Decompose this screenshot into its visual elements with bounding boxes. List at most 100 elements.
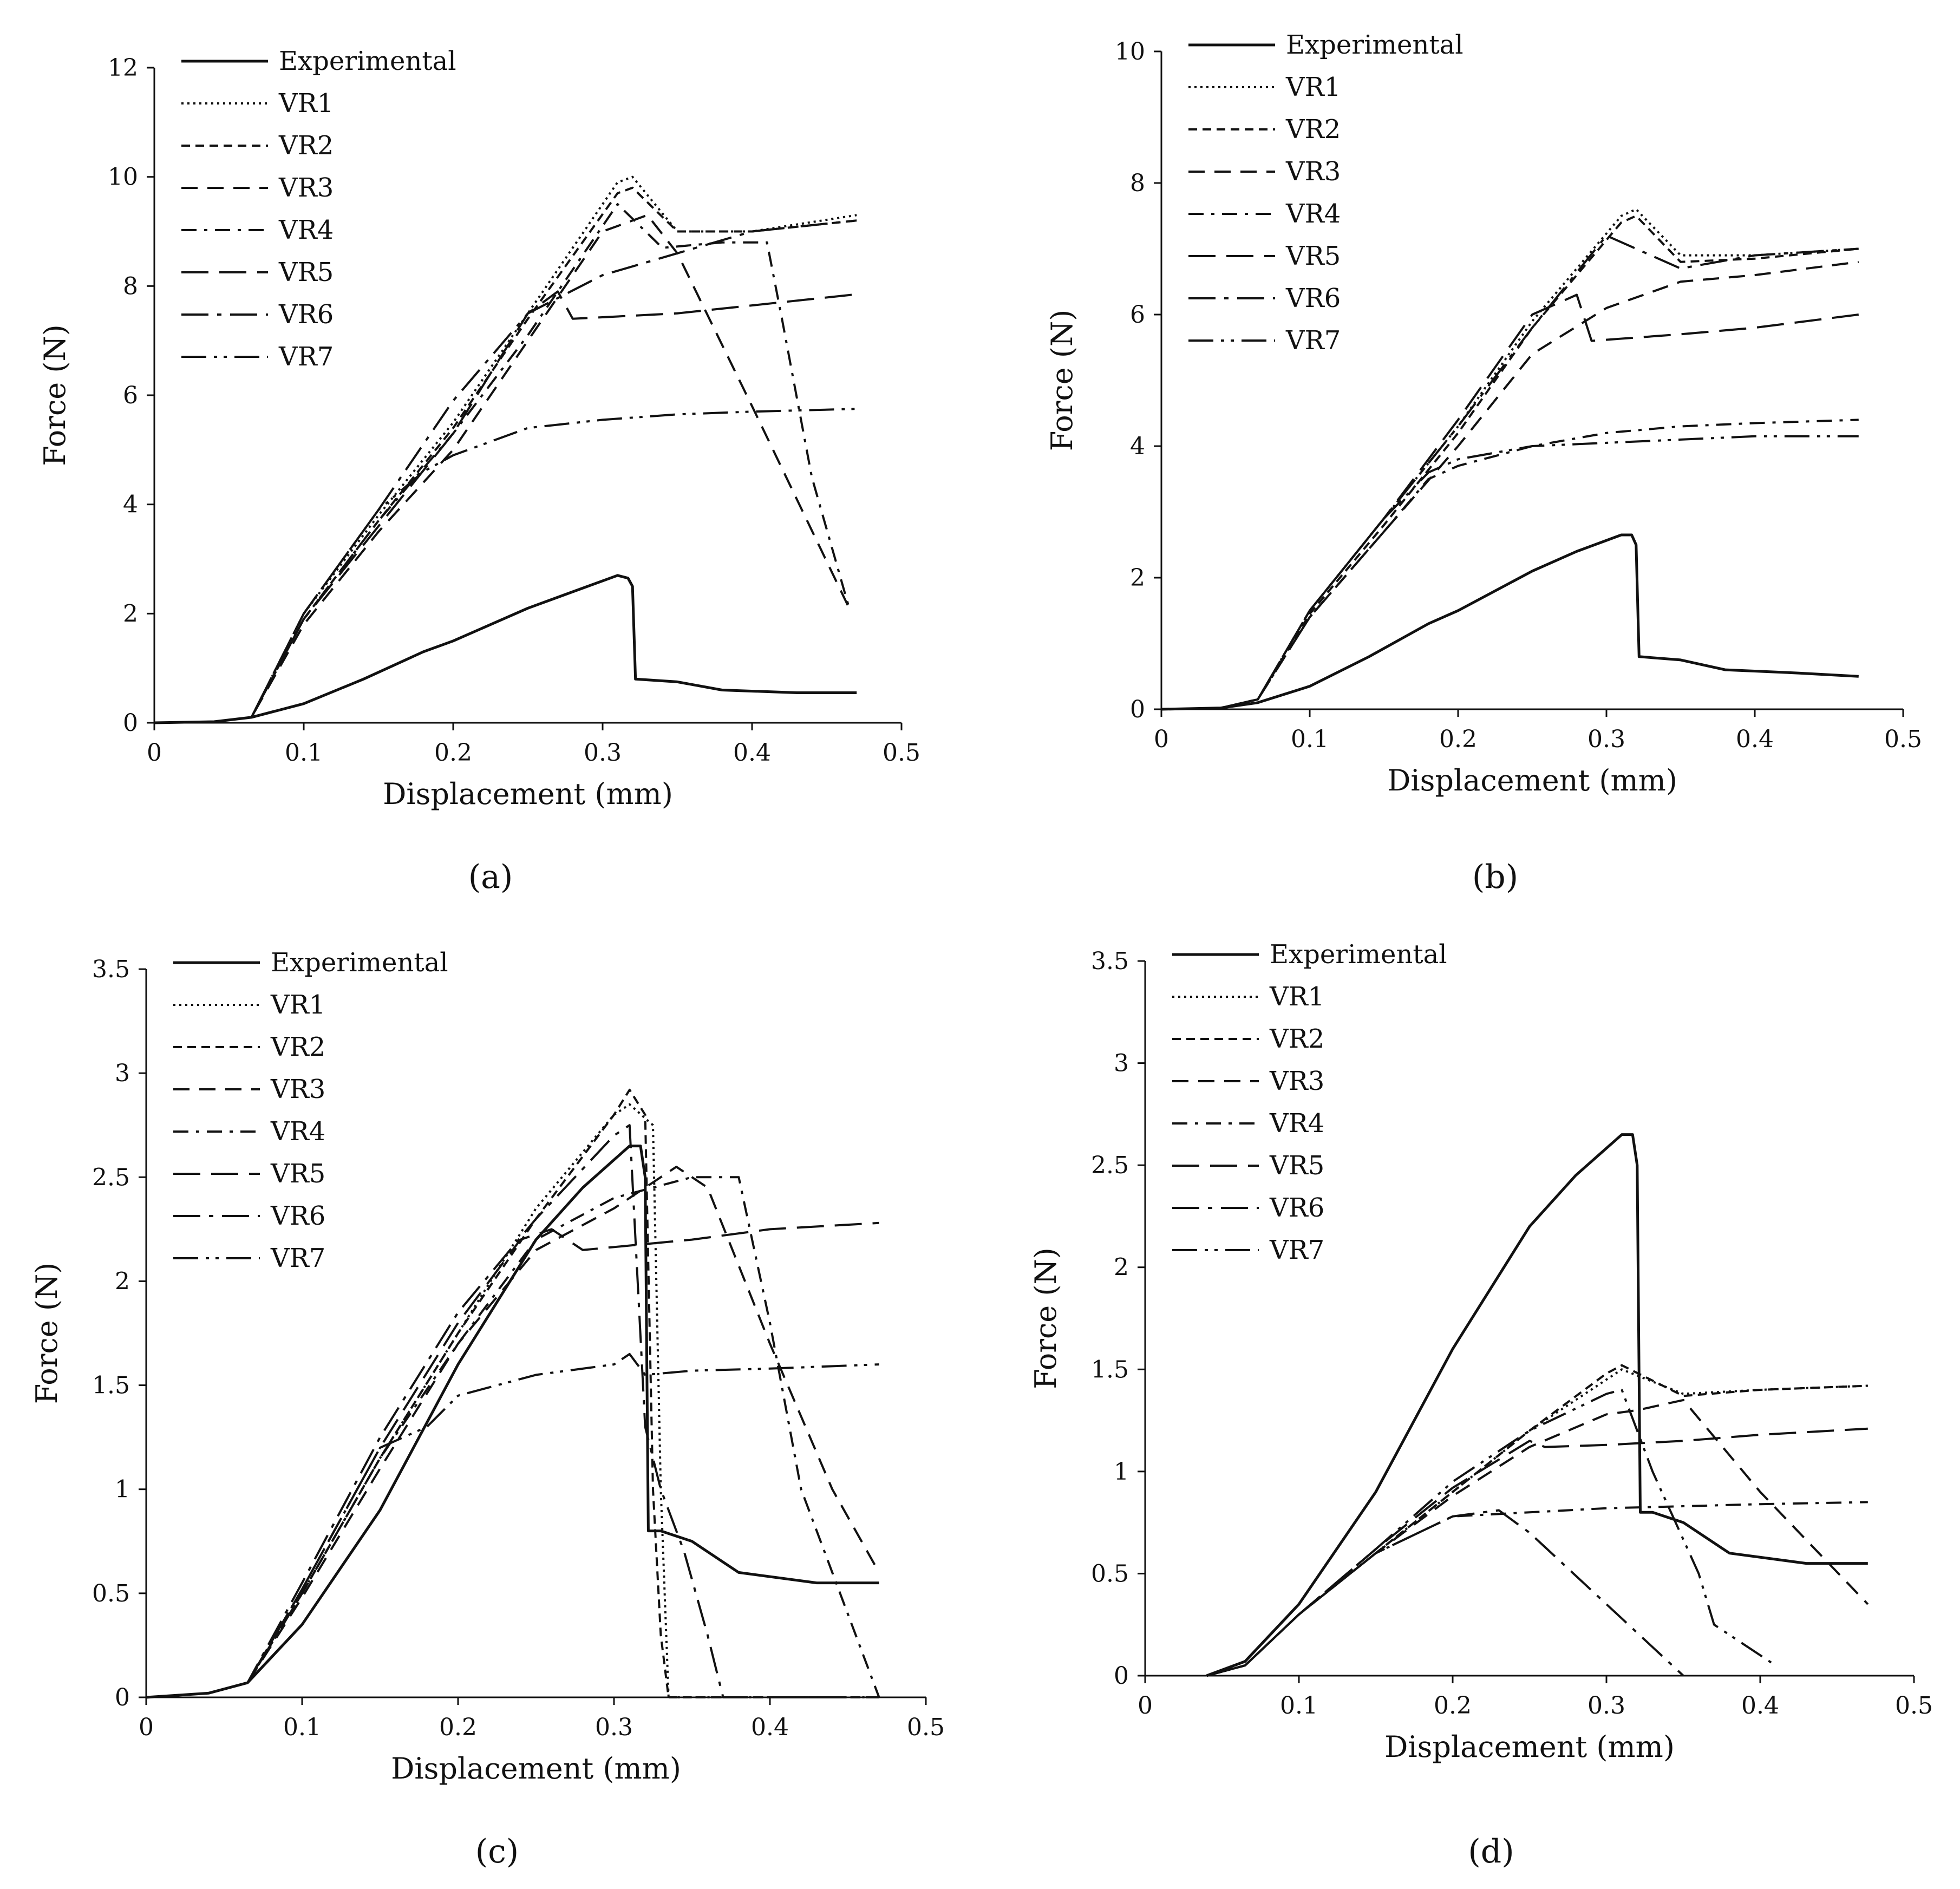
chart-panel: 0 0.1 0.2 0.3 0.4 0.5 0 2 4 6 8 10 Displacement (mm)… bbox=[1045, 30, 1922, 896]
series-line-vr4 bbox=[154, 203, 851, 724]
x-tick-label: 0.3 bbox=[595, 1714, 633, 1741]
y-tick-label: 1.5 bbox=[92, 1372, 130, 1400]
series-line-vr5 bbox=[1161, 293, 1859, 710]
y-axis-title: Force (N) bbox=[30, 1263, 64, 1404]
legend-label: VR3 bbox=[1269, 1066, 1324, 1096]
series-line-vr1 bbox=[146, 1103, 879, 1698]
legend-label: Experimental bbox=[1270, 939, 1447, 970]
chart-panel: 0 0.1 0.2 0.3 0.4 0.5 0 0.5 1 1.5 2 2.5 3 3.5 Displace… bbox=[1029, 939, 1933, 1871]
chart-panel: 0 0.1 0.2 0.3 0.4 0.5 0 2 4 6 8 10 12 Displacement (m… bbox=[38, 46, 920, 896]
y-tick-label: 3 bbox=[115, 1060, 130, 1087]
y-tick-label: 2 bbox=[1130, 564, 1145, 592]
x-tick-label: 0.1 bbox=[283, 1714, 321, 1741]
y-tick-label: 6 bbox=[123, 382, 138, 409]
legend-label: VR2 bbox=[1269, 1024, 1324, 1054]
legend-label: VR2 bbox=[1285, 114, 1341, 145]
series-line-vr3 bbox=[1161, 260, 1859, 710]
x-tick-label: 0.5 bbox=[907, 1714, 945, 1741]
series-line-experimental bbox=[1206, 1133, 1868, 1677]
legend-label: Experimental bbox=[279, 46, 456, 76]
series-line-experimental bbox=[154, 574, 857, 724]
chart-panel: 0 0.1 0.2 0.3 0.4 0.5 0 0.5 1 1.5 2 2.5 3 3.5 Displace… bbox=[30, 947, 945, 1871]
legend-label: VR3 bbox=[278, 173, 334, 203]
x-tick-label: 0.1 bbox=[1291, 725, 1329, 753]
y-tick-label: 0 bbox=[115, 1684, 130, 1711]
x-tick-label: 0 bbox=[139, 1714, 154, 1741]
series-line-vr2 bbox=[154, 186, 857, 724]
x-tick-label: 0.5 bbox=[1895, 1692, 1933, 1720]
y-tick-label: 1 bbox=[1114, 1458, 1129, 1486]
series-line-vr7 bbox=[154, 408, 857, 724]
x-tick-label: 0.2 bbox=[1439, 725, 1477, 753]
x-tick-label: 0.4 bbox=[1741, 1692, 1779, 1720]
y-tick-label: 12 bbox=[108, 54, 138, 82]
x-tick-label: 0.5 bbox=[1884, 725, 1922, 753]
y-tick-label: 0.5 bbox=[1091, 1560, 1129, 1587]
y-tick-label: 4 bbox=[123, 491, 138, 519]
series-line-vr1 bbox=[1206, 1368, 1868, 1677]
y-tick-label: 2.5 bbox=[1091, 1152, 1129, 1179]
series-line-vr2 bbox=[1206, 1364, 1868, 1677]
y-tick-label: 3.5 bbox=[92, 956, 130, 983]
x-tick-label: 0.3 bbox=[1587, 1692, 1625, 1720]
x-tick-label: 0.4 bbox=[733, 739, 771, 767]
y-tick-label: 8 bbox=[1130, 169, 1145, 197]
x-axis-title: Displacement (mm) bbox=[1384, 1730, 1675, 1764]
y-tick-label: 2 bbox=[1114, 1254, 1129, 1282]
legend-label: VR6 bbox=[1285, 283, 1341, 313]
y-tick-label: 1 bbox=[115, 1476, 130, 1504]
x-tick-label: 0.4 bbox=[751, 1714, 789, 1741]
series-line-vr3 bbox=[1206, 1398, 1869, 1677]
legend-label: VR5 bbox=[1269, 1151, 1324, 1181]
y-tick-label: 0 bbox=[1130, 696, 1145, 723]
legend-label: VR3 bbox=[1285, 156, 1341, 187]
series-line-vr5 bbox=[154, 290, 857, 724]
series-line-vr3 bbox=[146, 1166, 880, 1698]
y-axis-title: Force (N) bbox=[38, 324, 72, 466]
y-tick-label: 6 bbox=[1130, 301, 1145, 329]
legend-label: VR5 bbox=[1285, 241, 1341, 271]
series-line-vr4 bbox=[146, 1176, 880, 1698]
legend-label: VR3 bbox=[270, 1074, 325, 1104]
x-tick-label: 0.5 bbox=[883, 739, 920, 767]
legend-label: VR1 bbox=[1269, 982, 1324, 1012]
y-axis-title: Force (N) bbox=[1045, 310, 1079, 452]
y-tick-label: 2 bbox=[115, 1267, 130, 1295]
legend-label: VR5 bbox=[270, 1159, 325, 1189]
legend-label: VR6 bbox=[1269, 1193, 1324, 1223]
legend-label: VR7 bbox=[270, 1243, 325, 1273]
x-axis-title: Displacement (mm) bbox=[391, 1751, 681, 1786]
x-tick-label: 0 bbox=[1154, 725, 1169, 753]
legend-label: VR2 bbox=[270, 1032, 325, 1062]
series-line-vr5 bbox=[146, 1221, 879, 1698]
legend-label: VR1 bbox=[270, 990, 325, 1020]
x-tick-label: 0.2 bbox=[434, 739, 472, 767]
legend-label: VR4 bbox=[270, 1116, 325, 1147]
series-line-vr3 bbox=[154, 214, 851, 724]
series-line-vr2 bbox=[1161, 214, 1859, 710]
series-line-vr1 bbox=[1161, 208, 1859, 710]
series-line-vr6 bbox=[1206, 1509, 1684, 1677]
y-tick-label: 0 bbox=[123, 709, 138, 737]
series-line-vr5 bbox=[1206, 1427, 1868, 1677]
panel-label: (c) bbox=[475, 1833, 519, 1871]
series-line-vr4 bbox=[1206, 1501, 1868, 1677]
legend-label: VR7 bbox=[1269, 1235, 1324, 1265]
y-tick-label: 10 bbox=[108, 164, 138, 191]
x-axis-title: Displacement (mm) bbox=[383, 777, 673, 811]
panel-label: (b) bbox=[1472, 858, 1518, 896]
legend-label: VR7 bbox=[278, 342, 334, 372]
y-axis-title: Force (N) bbox=[1029, 1247, 1063, 1389]
legend-label: VR4 bbox=[1269, 1108, 1324, 1139]
legend-label: VR7 bbox=[1285, 325, 1341, 356]
series-line-vr6 bbox=[1161, 234, 1859, 710]
series-line-vr7 bbox=[1206, 1389, 1776, 1677]
series-line-vr4 bbox=[1161, 419, 1859, 710]
panel-label: (d) bbox=[1468, 1833, 1514, 1871]
legend-label: VR4 bbox=[1285, 199, 1341, 229]
x-tick-label: 0 bbox=[1138, 1692, 1153, 1720]
y-tick-label: 0 bbox=[1114, 1662, 1129, 1690]
legend-label: VR5 bbox=[278, 257, 334, 287]
series-line-vr1 bbox=[154, 175, 857, 724]
